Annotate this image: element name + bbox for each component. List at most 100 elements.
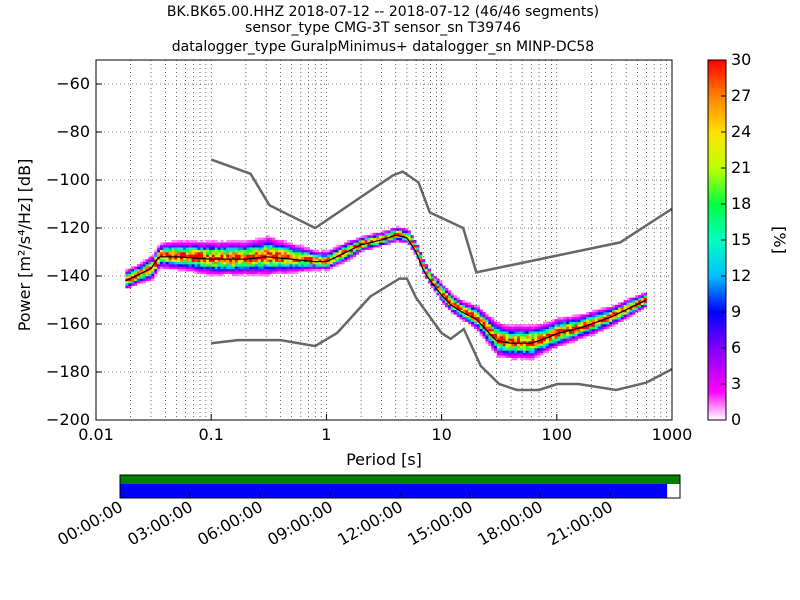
pdf-cell xyxy=(511,348,515,351)
pdf-cell xyxy=(355,240,359,243)
pdf-cell xyxy=(257,252,262,255)
pdf-cell xyxy=(243,247,247,250)
pdf-cell xyxy=(612,324,616,327)
pdf-cell xyxy=(263,252,267,255)
pdf-cell xyxy=(494,331,498,334)
pdf-cell xyxy=(508,336,512,339)
pdf-cell xyxy=(154,261,158,265)
pdf-cell xyxy=(502,355,506,358)
pdf-cell xyxy=(180,247,184,250)
pdf-cell xyxy=(381,235,385,238)
pdf-cell xyxy=(580,331,584,334)
pdf-cell xyxy=(159,242,164,246)
pdf-cell xyxy=(303,261,308,265)
timeline-upper-bar xyxy=(120,475,680,484)
pdf-cell xyxy=(211,273,215,277)
pdf-cell xyxy=(240,242,244,246)
pdf-cell xyxy=(514,333,518,337)
x-tick-label: 100 xyxy=(542,425,573,444)
pdf-cell xyxy=(375,237,380,241)
pdf-cell xyxy=(125,271,129,274)
pdf-cell xyxy=(292,247,296,250)
pdf-cell xyxy=(396,240,400,243)
pdf-cell xyxy=(157,254,161,258)
pdf-cell xyxy=(517,350,521,354)
pdf-cell xyxy=(151,273,155,277)
pdf-cell xyxy=(154,266,158,270)
pdf-cell xyxy=(338,244,342,248)
pdf-cell xyxy=(471,307,475,310)
pdf-cell xyxy=(335,264,339,267)
pdf-cell xyxy=(180,252,184,255)
pdf-cell xyxy=(494,336,498,339)
pdf-cell xyxy=(171,240,175,243)
pdf-cell xyxy=(591,333,596,337)
pdf-cell xyxy=(269,266,273,270)
pdf-cell xyxy=(214,273,218,277)
pdf-cell xyxy=(413,252,417,255)
pdf-cell xyxy=(246,261,250,265)
pdf-cell xyxy=(286,252,290,255)
pdf-cell xyxy=(586,331,590,334)
pdf-cell xyxy=(188,252,192,255)
pdf-cell xyxy=(574,319,578,322)
pdf-cell xyxy=(577,321,581,325)
pdf-cell xyxy=(255,259,259,262)
pdf-cell xyxy=(603,319,607,322)
pdf-cell xyxy=(430,278,434,282)
pdf-cell xyxy=(194,261,198,265)
pdf-cell xyxy=(162,259,167,262)
pdf-cell xyxy=(525,324,529,327)
pdf-cell xyxy=(453,304,457,308)
pdf-cell xyxy=(358,244,362,248)
pdf-cell xyxy=(373,232,377,236)
pdf-cell xyxy=(211,242,215,246)
pdf-cell xyxy=(191,242,195,246)
pdf-cell xyxy=(309,261,313,265)
timeline-tick-label: 15:00:00 xyxy=(404,497,476,549)
pdf-cell xyxy=(162,266,167,270)
pdf-cell xyxy=(540,328,544,332)
pdf-cell xyxy=(442,290,446,294)
pdf-cell xyxy=(280,268,285,272)
pdf-cell xyxy=(263,242,267,246)
pdf-cell xyxy=(344,247,348,250)
pdf-cell xyxy=(491,333,495,337)
pdf-cell xyxy=(335,254,339,258)
pdf-cell xyxy=(594,331,599,334)
pdf-cell xyxy=(159,259,164,262)
pdf-cell xyxy=(545,321,550,325)
pdf-cell xyxy=(295,244,299,248)
pdf-cell xyxy=(571,321,575,325)
pdf-cell xyxy=(554,336,558,339)
pdf-cell xyxy=(266,244,270,248)
pdf-cell xyxy=(600,326,604,330)
pdf-cell xyxy=(286,271,290,274)
pdf-cell xyxy=(145,259,149,262)
pdf-cell xyxy=(632,307,636,310)
pdf-cell xyxy=(263,254,267,258)
pdf-cell xyxy=(162,247,167,250)
pdf-cell xyxy=(266,273,270,277)
pdf-cell xyxy=(548,328,552,332)
pdf-cell xyxy=(540,333,544,337)
pdf-cell xyxy=(560,321,564,325)
pdf-cell xyxy=(407,230,411,234)
pdf-cell xyxy=(338,247,342,250)
pdf-cell xyxy=(511,331,515,334)
pdf-cell xyxy=(249,268,253,272)
pdf-cell xyxy=(252,273,256,277)
pdf-mean-curve xyxy=(125,234,647,344)
pdf-cell xyxy=(211,247,215,250)
pdf-cell xyxy=(482,314,486,318)
pdf-cell xyxy=(278,266,282,270)
pdf-cell xyxy=(465,304,469,308)
pdf-cell xyxy=(586,328,590,332)
pdf-cell xyxy=(275,268,279,272)
pdf-cell xyxy=(462,314,466,318)
pdf-cell xyxy=(447,300,452,303)
pdf-cell xyxy=(635,302,639,306)
pdf-cell xyxy=(306,254,311,258)
pdf-cell xyxy=(468,309,472,313)
pdf-cell xyxy=(597,324,601,327)
